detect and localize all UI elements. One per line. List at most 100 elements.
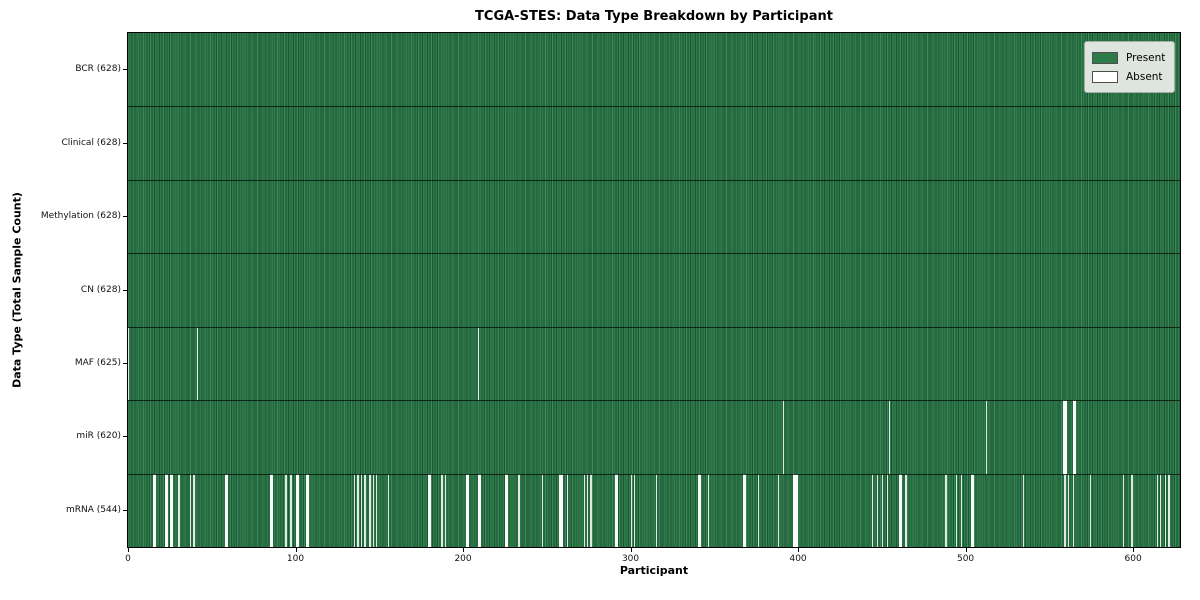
absent-gap (590, 473, 592, 547)
y-tick-mark (123, 216, 127, 218)
absent-gap (354, 473, 356, 547)
row-mrna (128, 473, 1180, 547)
legend-swatch-absent (1092, 70, 1118, 83)
y-tick-mark (123, 289, 127, 291)
x-tick-mark (798, 548, 800, 552)
absent-gap (1062, 400, 1068, 474)
plot-area (127, 32, 1181, 548)
y-tick-mark (123, 362, 127, 364)
row-cn (128, 253, 1180, 327)
absent-gap (178, 473, 180, 547)
absent-gap (369, 473, 371, 547)
x-tick-label: 100 (286, 554, 305, 564)
absent-gap (270, 473, 274, 547)
row-bcr (128, 33, 1180, 107)
absent-gap (518, 473, 520, 547)
row-mir (128, 400, 1180, 474)
absent-gap (128, 326, 130, 401)
legend-swatch-present (1092, 51, 1118, 64)
row-clinical (128, 106, 1180, 180)
absent-gap (697, 473, 701, 547)
absent-gap (372, 473, 374, 547)
absent-gap (945, 473, 947, 547)
y-tick-mark (123, 436, 127, 438)
absent-gap (169, 473, 173, 547)
row-divider (128, 400, 1180, 402)
absent-gap (777, 473, 780, 547)
x-tick-mark (965, 548, 967, 552)
absent-gap (225, 473, 229, 547)
x-axis-label: Participant (619, 564, 689, 577)
y-tick-mark (123, 142, 127, 144)
absent-gap (193, 473, 195, 547)
absent-gap (970, 473, 974, 547)
y-tick-mark (123, 69, 127, 71)
absent-gap (898, 473, 902, 547)
absent-gap (285, 473, 287, 547)
absent-gap (586, 473, 589, 547)
absent-gap (583, 473, 585, 547)
absent-gap (905, 473, 907, 547)
y-tick-label-mrna: mRNA (544) (66, 504, 121, 515)
row-divider (128, 473, 1180, 475)
row-divider (128, 106, 1180, 108)
y-axis-label: Data Type (Total Sample Count) (10, 192, 24, 388)
absent-gap (886, 473, 889, 547)
absent-gap (876, 473, 879, 547)
x-tick-label: 500 (956, 554, 975, 564)
absent-gap (295, 473, 299, 547)
absent-gap (290, 473, 292, 547)
absent-gap (655, 473, 657, 547)
x-tick-mark (630, 548, 632, 552)
absent-gap (881, 473, 884, 547)
absent-gap (707, 473, 709, 547)
absent-gap (375, 473, 378, 547)
absent-gap (888, 400, 890, 474)
row-methylation (128, 179, 1180, 254)
absent-gap (871, 473, 874, 547)
absent-gap (1156, 473, 1158, 547)
absent-gap (427, 473, 431, 547)
chart-title: TCGA-STES: Data Type Breakdown by Partic… (475, 9, 833, 24)
y-tick-label-mir: miR (620) (76, 431, 121, 442)
x-tick-label: 0 (125, 554, 131, 564)
y-tick-label-bcr: BCR (628) (75, 64, 121, 75)
row-divider (128, 326, 1180, 328)
absent-gap (1123, 473, 1125, 547)
absent-gap (1067, 473, 1070, 547)
legend-label: Present (1126, 51, 1166, 64)
x-tick-mark (128, 548, 129, 552)
absent-gap (478, 326, 480, 401)
absent-gap (742, 473, 746, 547)
absent-gap (153, 473, 157, 547)
y-tick-label-maf: MAF (625) (74, 357, 121, 368)
absent-gap (1089, 473, 1091, 547)
absent-gap (1168, 473, 1170, 547)
y-tick-label-clinical: Clinical (628) (61, 137, 121, 148)
x-tick-mark (463, 548, 465, 552)
absent-gap (1064, 473, 1066, 547)
x-tick-label: 300 (621, 554, 640, 564)
absent-gap (955, 473, 957, 547)
absent-gap (478, 473, 482, 547)
y-tick-label-methylation: Methylation (628) (40, 211, 121, 222)
absent-gap (1159, 473, 1162, 547)
legend-label: Absent (1126, 70, 1163, 83)
absent-gap (558, 473, 564, 547)
row-divider (128, 253, 1180, 255)
absent-gap (757, 473, 760, 547)
absent-gap (615, 473, 619, 547)
x-tick-label: 600 (1124, 554, 1142, 564)
legend: Present Absent (1084, 41, 1176, 93)
legend-entry-absent: Absent (1092, 68, 1165, 85)
absent-gap (1022, 473, 1024, 547)
absent-gap (782, 400, 785, 474)
row-divider (128, 179, 1180, 181)
absent-gap (504, 473, 508, 547)
absent-gap (541, 473, 544, 547)
absent-gap (1131, 473, 1133, 547)
absent-gap (1072, 473, 1075, 547)
x-tick-mark (1133, 548, 1135, 552)
y-tick-mark (123, 509, 127, 511)
